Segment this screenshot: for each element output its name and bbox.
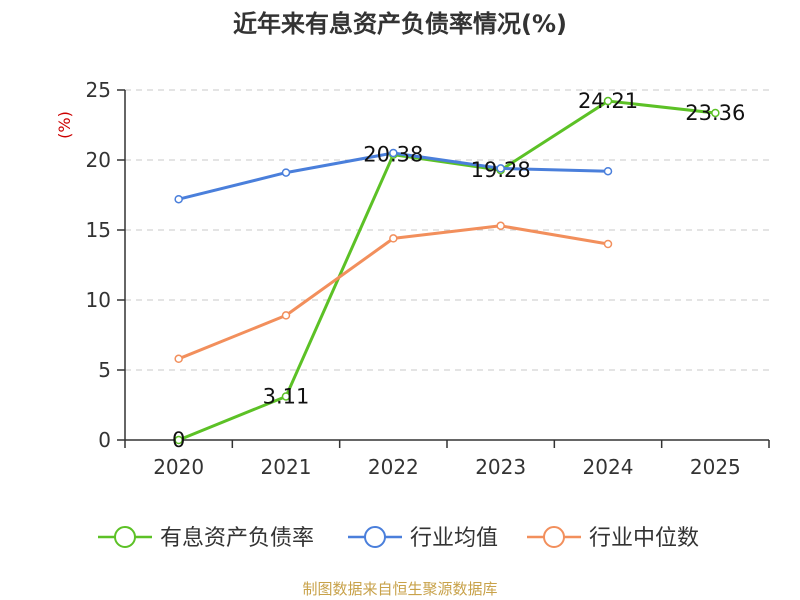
y-tick-label: 25 <box>86 78 111 102</box>
y-tick-label: 0 <box>98 428 111 452</box>
data-labels: 0 3.11 20.38 19.28 24.21 23.36 <box>172 89 745 452</box>
data-label: 0 <box>172 428 185 452</box>
series-points <box>174 96 720 445</box>
y-tick-label: 5 <box>98 358 111 382</box>
legend-label: 有息资产负债率 <box>160 526 314 551</box>
data-point <box>281 392 291 401</box>
y-tick-label: 15 <box>86 218 111 242</box>
data-point <box>603 166 613 176</box>
data-label: 19.28 <box>471 158 531 182</box>
legend-marker <box>364 526 386 548</box>
data-point <box>281 168 291 177</box>
data-point <box>174 435 183 445</box>
legend-label: 行业中位数 <box>589 526 699 551</box>
series-line-0 <box>178 99 716 442</box>
data-point <box>711 108 720 118</box>
x-tick-label: 2021 <box>261 455 312 479</box>
x-tick-label: 2020 <box>153 455 204 479</box>
y-axis-label: (%) <box>55 111 74 139</box>
x-tick-label: 2025 <box>690 455 741 479</box>
legend-marker <box>543 526 565 548</box>
data-label: 23.36 <box>685 101 745 125</box>
x-tick-label: 2023 <box>475 455 526 479</box>
data-source-note: 制图数据来自恒生聚源数据库 <box>302 580 498 598</box>
legend: 有息资产负债率 行业均值 行业中位数 <box>98 526 699 551</box>
data-point <box>496 221 505 231</box>
legend-marker <box>114 526 136 548</box>
data-point <box>603 96 613 106</box>
data-label: 20.38 <box>363 143 423 167</box>
series-lines <box>178 99 716 442</box>
data-label: 3.11 <box>263 384 310 408</box>
data-point <box>496 164 505 173</box>
series-line-2 <box>178 224 609 361</box>
y-tick-label: 10 <box>86 288 111 312</box>
data-point <box>603 239 613 249</box>
x-tick-label: 2024 <box>583 455 634 479</box>
data-label: 24.21 <box>578 89 638 113</box>
data-point <box>281 311 291 320</box>
data-point <box>389 234 398 243</box>
grid-lines <box>125 89 769 371</box>
legend-label: 行业均值 <box>410 526 498 551</box>
data-point <box>174 194 183 204</box>
chart-title: 近年来有息资产负债率情况(%) <box>233 10 567 38</box>
data-point <box>389 148 398 158</box>
y-tick-label: 20 <box>86 148 111 172</box>
x-tick-label: 2022 <box>368 455 419 479</box>
data-point <box>174 354 183 364</box>
